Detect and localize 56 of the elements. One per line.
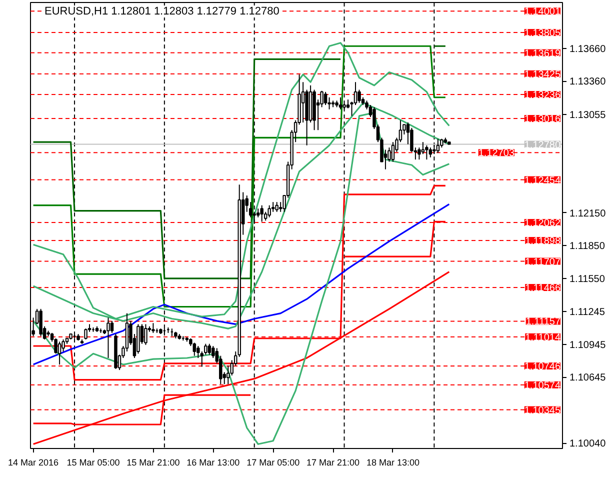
candlestick xyxy=(428,147,432,158)
x-tick-label: 18 Mar 13:00 xyxy=(366,458,420,468)
candlestick xyxy=(208,343,212,356)
y-tick-label: 1.10645 xyxy=(570,372,606,384)
candlestick xyxy=(358,89,361,104)
ref-line-label: 1.11466 xyxy=(525,283,561,294)
candlestick xyxy=(110,320,114,334)
candlestick xyxy=(324,91,328,106)
ref-line-label: 1.12454 xyxy=(524,175,561,186)
candlestick xyxy=(391,142,395,162)
candlestick xyxy=(106,317,110,358)
ref-line-label: 1.10345 xyxy=(524,405,561,416)
candlestick xyxy=(39,308,42,337)
candlestick xyxy=(84,328,88,340)
candlestick xyxy=(252,211,256,224)
line-series xyxy=(32,203,450,366)
y-tick-label: 1.13360 xyxy=(570,76,606,88)
y-tick-label: 1.12150 xyxy=(570,208,606,220)
candlestick xyxy=(260,204,264,222)
candlestick xyxy=(436,138,440,154)
ref-line-label: 1.11157 xyxy=(526,316,561,328)
y-tick-label: 1.10945 xyxy=(570,340,606,351)
ref-line-label: 1.11014 xyxy=(525,332,561,344)
ref-line-label: 1.13016 xyxy=(524,114,561,126)
y-tick-label: 1.11850 xyxy=(570,241,606,252)
candlestick xyxy=(152,322,155,334)
x-tick-label: 16 Mar 13:00 xyxy=(186,458,240,468)
y-tick-label: 1.10040 xyxy=(570,438,606,450)
candlestick xyxy=(338,96,342,110)
x-tick-label: 14 Mar 2016 xyxy=(8,458,59,468)
x-tick-label: 15 Mar 21:00 xyxy=(126,458,180,468)
y-tick-label: 1.11245 xyxy=(570,307,606,318)
ref-line-label: 1.12780 xyxy=(524,140,561,151)
x-tick-label: 17 Mar 05:00 xyxy=(246,458,300,468)
x-tick-label: 15 Mar 05:00 xyxy=(66,458,120,468)
candlestick xyxy=(425,144,428,160)
x-tick-label: 17 Mar 21:00 xyxy=(306,458,360,468)
y-tick-label: 1.13660 xyxy=(570,44,606,55)
ref-line-label: 1.13805 xyxy=(524,28,561,39)
candlestick xyxy=(144,324,148,346)
ref-line-label: 1.10746 xyxy=(524,362,561,373)
y-tick-label: 1.11550 xyxy=(570,274,606,285)
ref-line-label: 1.10574 xyxy=(524,380,561,392)
ref-line-label: 1.13236 xyxy=(524,90,561,102)
y-tick-label: 1.13055 xyxy=(570,110,606,121)
candlestick xyxy=(58,341,62,366)
chart-title: EURUSD,H1 1.12801 1.12803 1.12779 1.12780 xyxy=(44,6,280,18)
ref-line-label: 1.13619 xyxy=(524,48,561,60)
candlestick xyxy=(275,202,278,212)
ref-line-label: 1.11707 xyxy=(525,256,561,268)
line-series xyxy=(32,112,450,445)
candlestick xyxy=(268,204,271,218)
ref-line-label: 1.12062 xyxy=(524,218,561,230)
ref-line-label: 1.11898 xyxy=(525,236,561,247)
candlestick xyxy=(192,342,196,356)
ref-line-label: 1.13425 xyxy=(524,69,561,80)
